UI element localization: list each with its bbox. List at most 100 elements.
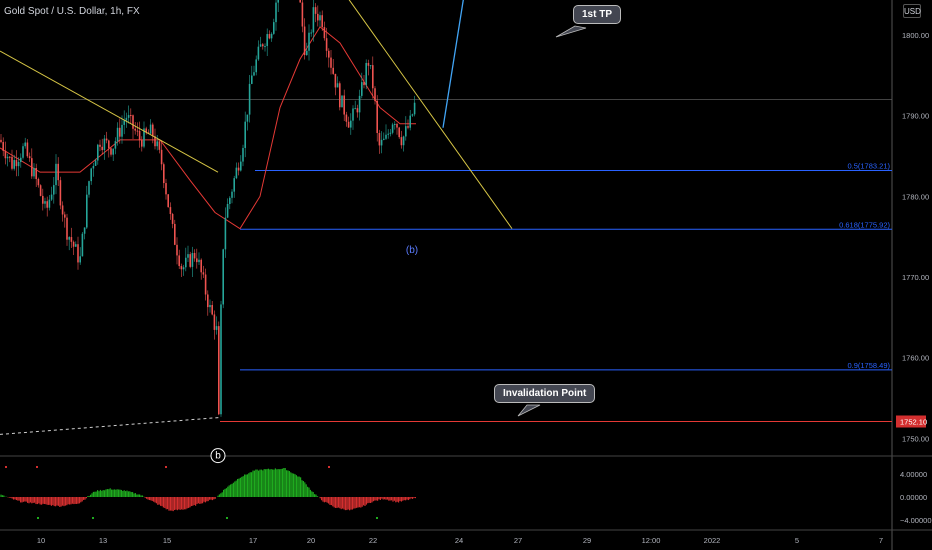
candle-body <box>160 149 163 165</box>
moving-average-layer <box>0 26 416 230</box>
candle-body <box>325 38 328 51</box>
x-tick-label: 27 <box>514 536 522 545</box>
candle-body <box>383 138 385 140</box>
candle-body <box>2 142 4 151</box>
candle-body <box>253 72 255 76</box>
candle-body <box>191 253 194 267</box>
candle-body <box>127 115 130 118</box>
x-tick-label: 7 <box>879 536 883 545</box>
candle-body <box>94 160 97 166</box>
candle-body <box>178 255 180 267</box>
candle-body <box>193 253 196 259</box>
candle-body <box>314 7 317 14</box>
candle-body <box>323 27 326 39</box>
candle-body <box>334 73 337 88</box>
candle-body <box>156 141 158 147</box>
candle-body <box>108 140 110 149</box>
wave-b-circle <box>210 448 226 464</box>
candle-body <box>123 120 125 125</box>
candle-body <box>46 201 48 208</box>
dashed-support-line <box>0 416 221 435</box>
candle-body <box>328 50 330 58</box>
candle-body <box>125 117 128 121</box>
invalidation-point-callout[interactable]: Invalidation Point <box>494 384 596 403</box>
candle-body <box>257 46 260 60</box>
signal-dot <box>5 466 7 468</box>
candle-body <box>28 156 31 159</box>
candle-body <box>341 95 343 108</box>
candle-body <box>204 274 207 295</box>
candle-body <box>4 150 7 159</box>
candle-body <box>134 128 136 131</box>
candle-body <box>15 160 18 167</box>
y-tick-label: 1800.00 <box>902 31 929 40</box>
candle-body <box>196 258 198 263</box>
osc-tick-label: −4.00000 <box>900 516 932 525</box>
wave-label: (b) <box>406 245 418 256</box>
candle-body <box>152 124 154 137</box>
candle-body <box>130 115 132 117</box>
candle-body <box>9 156 11 158</box>
candle-body <box>262 44 264 47</box>
candle-body <box>211 305 213 315</box>
candle-body <box>319 15 321 21</box>
osc-tick-label: 4.00000 <box>900 470 927 479</box>
candle-body <box>350 120 352 128</box>
candle-body <box>64 214 66 218</box>
candle-body <box>189 254 191 267</box>
moving-average-line <box>0 26 416 230</box>
candle-body <box>6 156 9 159</box>
candle-body <box>50 194 53 200</box>
candle-body <box>110 148 112 155</box>
candle-body <box>394 123 396 125</box>
candle-body <box>330 57 332 68</box>
candle-body <box>114 141 117 149</box>
candle-body <box>11 156 13 169</box>
x-tick-label: 24 <box>455 536 463 545</box>
candle-body <box>347 121 350 128</box>
candle-body <box>169 207 172 215</box>
candle-body <box>180 266 183 270</box>
candle-body <box>391 124 394 133</box>
candle-body <box>171 214 174 224</box>
candle-body <box>182 267 185 270</box>
candle-body <box>154 136 156 147</box>
candle-body <box>343 95 345 115</box>
candle-body <box>411 114 414 116</box>
candle-body <box>112 148 114 155</box>
candle-body <box>88 181 90 195</box>
candle-body <box>83 227 86 234</box>
candle-body <box>165 183 167 195</box>
candle-body <box>141 140 143 147</box>
candle-body <box>251 75 253 84</box>
candle-body <box>31 158 33 177</box>
candle-body <box>246 114 249 122</box>
trend-line <box>348 0 513 229</box>
candle-body <box>101 146 103 151</box>
candle-body <box>365 62 367 86</box>
fib-level-label: 0.5(1783.21) <box>847 161 890 170</box>
candle-body <box>167 194 169 208</box>
y-tick-label: 1750.00 <box>902 434 929 443</box>
candle-body <box>242 147 244 162</box>
candle-body <box>86 194 88 228</box>
x-tick-label: 13 <box>99 536 107 545</box>
candle-body <box>176 244 178 256</box>
currency-badge[interactable]: USD <box>903 4 921 18</box>
candle-body <box>59 180 62 206</box>
x-tick-label: 17 <box>249 536 257 545</box>
candle-body <box>185 257 187 268</box>
candle-body <box>57 163 59 181</box>
candle-body <box>405 126 407 137</box>
candle-body <box>200 259 202 273</box>
trend-line <box>0 50 219 173</box>
first-tp-callout[interactable]: 1st TP <box>573 5 622 24</box>
candle-body <box>369 65 372 67</box>
candle-body <box>145 128 147 133</box>
candle-body <box>354 108 356 110</box>
candle-body <box>207 294 209 308</box>
candle-body <box>121 124 123 137</box>
candle-body <box>273 22 275 34</box>
candle-body <box>39 185 42 196</box>
